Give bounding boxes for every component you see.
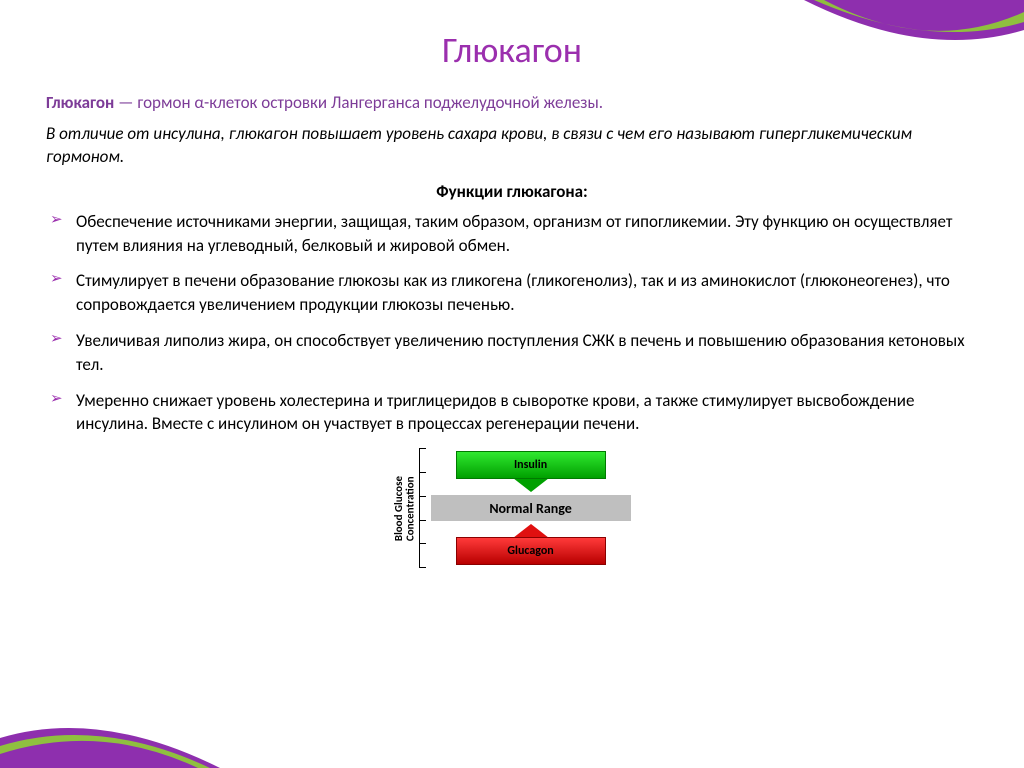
- insulin-arrow-tip: [513, 478, 549, 492]
- intro-paragraph: В отличие от инсулина, глюкагон повышает…: [46, 123, 978, 169]
- normal-range-bar: Normal Range: [431, 495, 631, 521]
- y-axis: Blood GlucoseConcentration: [393, 448, 426, 568]
- glucose-diagram: Blood GlucoseConcentration Insulin Norma…: [46, 448, 978, 568]
- definition-line: Глюкагон — гормон α-клеток островки Ланг…: [46, 92, 978, 113]
- glucagon-label: Glucagon: [507, 544, 553, 558]
- definition-term: Глюкагон: [46, 92, 114, 113]
- y-axis-label: Blood GlucoseConcentration: [393, 476, 416, 541]
- glucagon-arrow-tip: [513, 524, 549, 538]
- list-item: Стимулирует в печени образование глюкозы…: [48, 269, 978, 317]
- definition-connector: —: [114, 92, 137, 113]
- slide-title: Глюкагон: [46, 28, 978, 72]
- list-item: Увеличивая липолиз жира, он способствует…: [48, 329, 978, 377]
- list-item: Умеренно снижает уровень холестерина и т…: [48, 389, 978, 437]
- insulin-label: Insulin: [514, 458, 547, 472]
- definition-rest: гормон α-клеток островки Лангерганса под…: [137, 92, 603, 113]
- glucagon-arrow: Glucagon: [456, 537, 606, 565]
- decor-bottom-left: [0, 668, 220, 768]
- list-item: Обеспечение источниками энергии, защищая…: [48, 210, 978, 258]
- diagram-bars: Insulin Normal Range Glucagon: [431, 451, 631, 565]
- functions-heading: Функции глюкагона:: [46, 181, 978, 202]
- normal-range-label: Normal Range: [489, 500, 571, 517]
- insulin-arrow: Insulin: [456, 451, 606, 479]
- functions-list: Обеспечение источниками энергии, защищая…: [46, 210, 978, 436]
- y-axis-ticks: [419, 448, 427, 568]
- slide-content: Глюкагон Глюкагон — гормон α-клеток остр…: [0, 0, 1024, 568]
